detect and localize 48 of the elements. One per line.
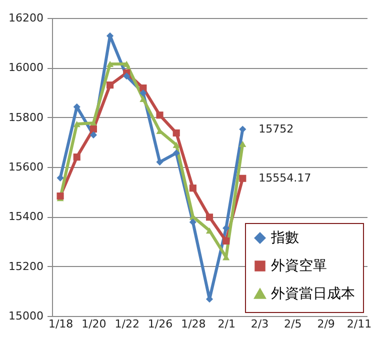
x-tick-label: 2/9 <box>317 318 335 330</box>
x-tick-label: 2/11 <box>346 318 372 330</box>
x-tick-label: 2/5 <box>284 318 302 330</box>
point <box>123 72 130 80</box>
point <box>140 84 147 92</box>
x-tick-label: 2/1 <box>218 318 236 330</box>
y-tick-label: 15600 <box>8 160 44 174</box>
point <box>73 154 80 161</box>
x-tick-label: 2/3 <box>250 318 269 330</box>
point <box>140 96 147 102</box>
point <box>222 224 230 232</box>
x-tick-label: 1/26 <box>148 318 173 330</box>
y-tick-label: 15000 <box>8 310 44 322</box>
x-tick-label: 1/18 <box>48 318 74 330</box>
point <box>90 125 97 133</box>
point <box>239 174 246 182</box>
point <box>172 129 180 137</box>
point <box>172 150 180 157</box>
point <box>172 142 180 148</box>
point <box>106 82 114 89</box>
y-tick-label: 15400 <box>8 210 44 224</box>
data-label: 15554.17 <box>258 171 312 184</box>
legend-label: 外資當日成本 <box>271 286 355 302</box>
point <box>206 228 214 234</box>
x-tick-label: 1/22 <box>114 318 140 330</box>
y-tick-label: 15800 <box>8 110 44 124</box>
y-tick-label: 15200 <box>8 260 44 273</box>
x-tick-label: 1/20 <box>82 318 106 330</box>
point <box>239 126 246 133</box>
point <box>56 174 64 182</box>
point <box>123 60 130 68</box>
point <box>90 131 97 138</box>
point <box>239 140 246 147</box>
point <box>206 214 214 221</box>
point <box>189 184 196 192</box>
point <box>156 112 164 119</box>
y-tick-label: 16200 <box>8 12 44 24</box>
y-tick-label: 16000 <box>8 61 44 74</box>
point <box>156 158 164 166</box>
point <box>106 60 114 68</box>
legend-label: 外資空單 <box>271 258 327 274</box>
x-tick-label: 1/28 <box>181 318 206 330</box>
point <box>140 89 147 97</box>
data-label: 15752 <box>258 122 294 136</box>
legend-label: 指數 <box>270 230 299 246</box>
point <box>222 237 230 245</box>
point <box>73 120 80 128</box>
point <box>189 218 196 226</box>
